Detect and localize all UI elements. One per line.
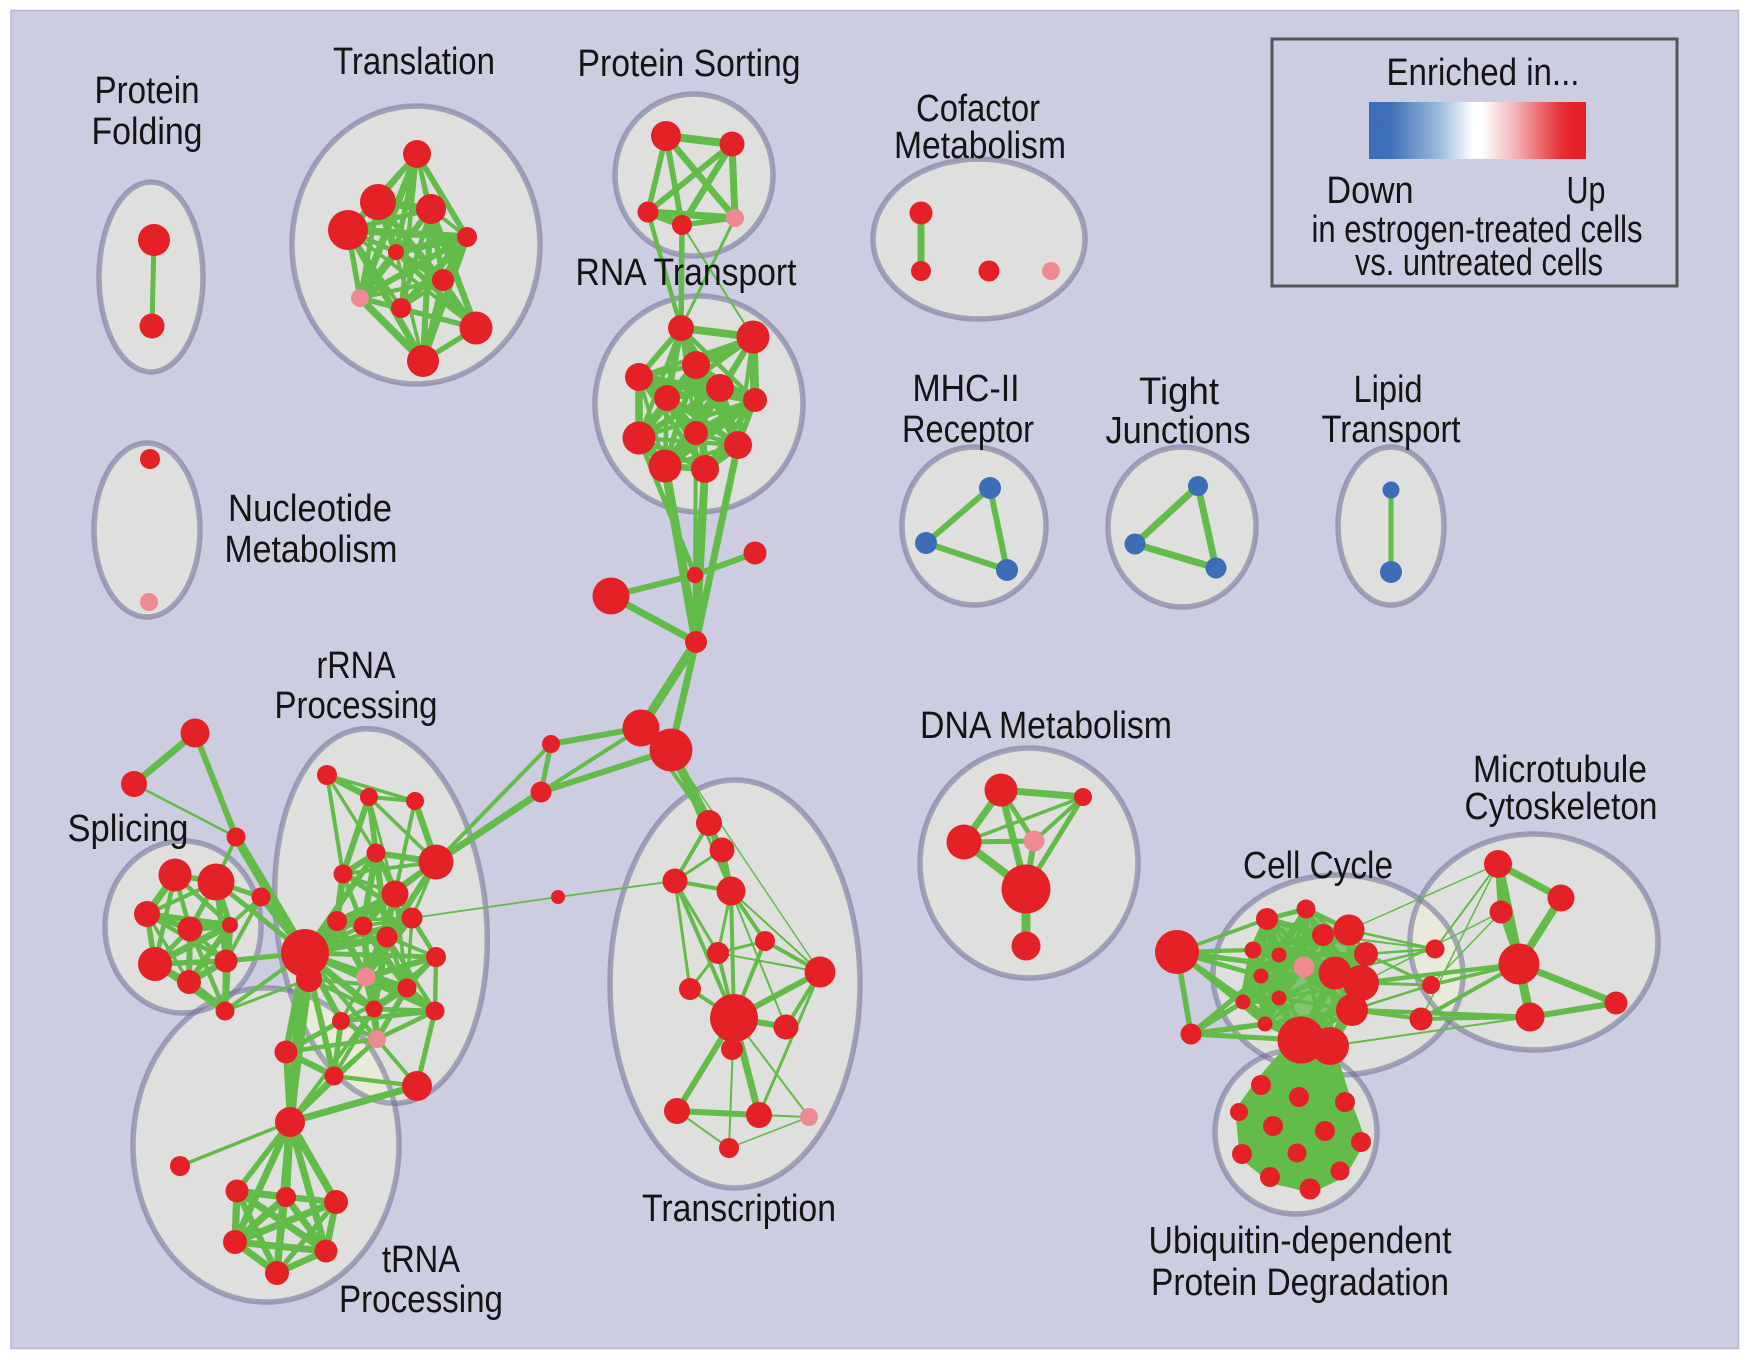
svg-text:Splicing: Splicing — [68, 808, 189, 850]
svg-text:Metabolism: Metabolism — [225, 529, 398, 571]
svg-text:rRNA: rRNA — [317, 645, 397, 687]
svg-text:vs. untreated cells: vs. untreated cells — [1355, 242, 1603, 284]
svg-text:tRNA: tRNA — [382, 1239, 461, 1281]
svg-text:Junctions: Junctions — [1106, 410, 1251, 452]
svg-text:Protein: Protein — [95, 70, 200, 112]
svg-text:MHC-II: MHC-II — [913, 368, 1020, 410]
svg-text:Up: Up — [1567, 170, 1606, 212]
svg-text:in estrogen-treated cells: in estrogen-treated cells — [1312, 209, 1643, 251]
svg-text:Translation: Translation — [333, 41, 495, 83]
svg-text:Receptor: Receptor — [902, 409, 1034, 451]
svg-text:Transcription: Transcription — [642, 1188, 836, 1230]
svg-text:Processing: Processing — [339, 1279, 503, 1321]
svg-text:Processing: Processing — [275, 685, 438, 727]
svg-text:Lipid: Lipid — [1354, 369, 1423, 411]
svg-text:Ubiquitin-dependent: Ubiquitin-dependent — [1149, 1220, 1452, 1262]
svg-text:Protein Degradation: Protein Degradation — [1151, 1262, 1449, 1304]
svg-text:DNA Metabolism: DNA Metabolism — [920, 705, 1172, 747]
svg-text:Cell Cycle: Cell Cycle — [1243, 845, 1393, 887]
svg-text:Folding: Folding — [92, 111, 203, 153]
svg-text:Nucleotide: Nucleotide — [228, 488, 392, 530]
svg-text:Microtubule: Microtubule — [1473, 749, 1647, 791]
svg-text:Cytoskeleton: Cytoskeleton — [1465, 786, 1658, 828]
svg-text:Enriched in...: Enriched in... — [1387, 52, 1580, 94]
svg-text:Protein Sorting: Protein Sorting — [578, 43, 801, 85]
svg-text:Transport: Transport — [1322, 409, 1461, 451]
svg-text:Down: Down — [1327, 170, 1414, 212]
svg-text:RNA Transport: RNA Transport — [576, 252, 797, 294]
svg-text:Metabolism: Metabolism — [894, 125, 1066, 167]
svg-text:Cofactor: Cofactor — [916, 88, 1040, 130]
svg-text:Tight: Tight — [1139, 371, 1219, 413]
